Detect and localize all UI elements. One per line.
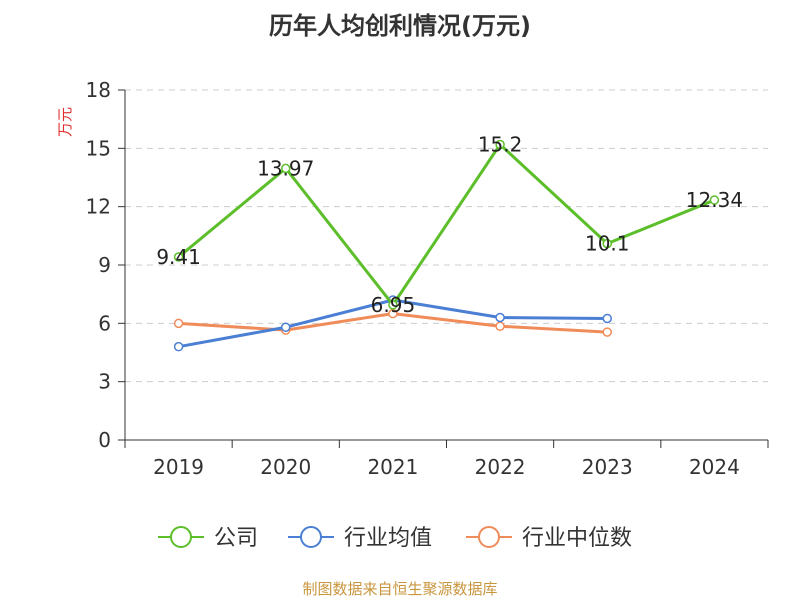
x-tick-label: 2019 [153, 455, 204, 479]
y-tick-label: 12 [86, 195, 111, 219]
x-tick-label: 2021 [367, 455, 418, 479]
legend-label: 行业均值 [344, 526, 432, 551]
data-label: 12.34 [686, 188, 743, 212]
x-tick-label: 2024 [689, 455, 740, 479]
series-line [177, 142, 715, 307]
grid-layer [125, 89, 768, 383]
series-point [602, 238, 612, 249]
y-tick-label: 6 [98, 311, 111, 335]
data-label: 9.41 [156, 245, 201, 269]
series-point [281, 163, 291, 174]
legend-marker [170, 526, 192, 548]
axis-layer: 0 3 6 9 12 15 18 2019 2020 2021 2022 2023 2024 万元 [56, 78, 769, 479]
series-point [173, 252, 184, 262]
legend-item: 行业均值 [288, 526, 432, 551]
series-point [173, 341, 184, 352]
series-point [388, 300, 398, 310]
data-label: 6.95 [371, 293, 416, 317]
y-tick-label: 15 [86, 136, 111, 160]
data-label: 10.1 [585, 232, 630, 256]
x-tick-label: 2020 [260, 455, 311, 479]
series-point [495, 321, 505, 331]
legend-item: 公司 [158, 526, 258, 551]
data-label-layer: 9.41 13.97 6.95 15.2 10.1 12.34 [156, 132, 743, 316]
y-tick-label: 3 [98, 370, 111, 394]
y-tick-label: 0 [98, 428, 111, 452]
source-note: 制图数据来自恒生聚源数据库 [302, 580, 498, 598]
y-tick-label: 18 [86, 78, 111, 102]
chart-title: 历年人均创利情况(万元) [269, 12, 531, 40]
data-label: 13.97 [257, 156, 314, 180]
legend-label: 公司 [214, 526, 258, 551]
series-point [602, 313, 612, 324]
series-point [495, 139, 505, 150]
series-layer [173, 139, 720, 352]
series-point [602, 327, 612, 337]
series-point [281, 322, 291, 332]
y-tick-label: 9 [98, 253, 111, 277]
legend: 公司 行业均值 行业中位数 [158, 526, 632, 551]
series-point [709, 195, 720, 205]
x-tick-label: 2023 [582, 455, 633, 479]
legend-marker [478, 526, 500, 548]
x-tick-label: 2022 [475, 455, 526, 479]
legend-marker [300, 526, 322, 548]
legend-item: 行业中位数 [466, 526, 632, 551]
series-point [495, 312, 505, 323]
data-label: 15.2 [478, 132, 523, 156]
legend-label: 行业中位数 [522, 526, 632, 551]
y-axis-title: 万元 [56, 107, 74, 137]
series-point [173, 318, 184, 329]
